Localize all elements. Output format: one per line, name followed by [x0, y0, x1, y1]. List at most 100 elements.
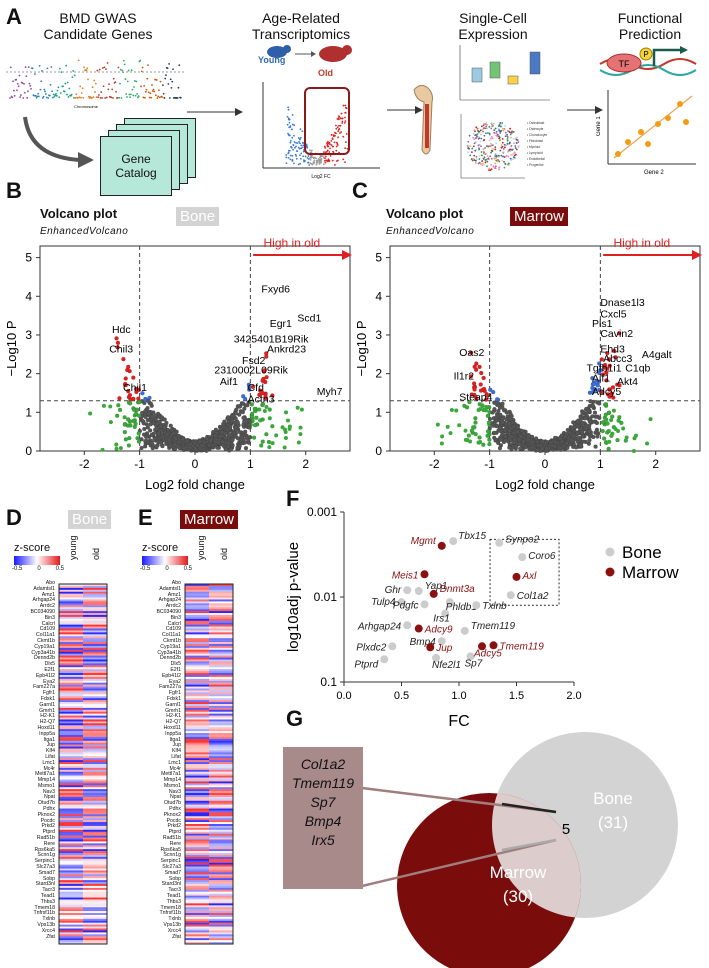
scatter-gene-label: Bmp4 — [410, 637, 437, 648]
mini-volcano-dot — [295, 155, 298, 157]
manhattan-dot — [63, 90, 66, 93]
scatter-point-marrow — [437, 541, 446, 550]
umap-dot — [487, 132, 489, 134]
volcano-point — [600, 420, 606, 425]
manhattan-dot — [107, 88, 110, 91]
heatmap-cell-young — [185, 841, 209, 844]
heatmap-cell-old — [209, 611, 233, 614]
heatmap-cell-old — [209, 849, 233, 852]
heatmap-gene-label: Stard3nl — [161, 881, 181, 888]
mini-volcano-dot — [322, 163, 325, 166]
heatmap-gene-label: Pdhx — [43, 806, 55, 813]
mini-volcano-dot — [293, 134, 295, 137]
volcano-point — [529, 434, 535, 440]
gene-label: Ankrd23 — [267, 343, 306, 355]
heatmap-cell-young — [185, 665, 209, 668]
heatmap-cell-young — [185, 907, 209, 910]
umap-dot — [484, 161, 487, 164]
volcano-point — [197, 439, 202, 444]
volcano-point — [171, 430, 176, 436]
y-tick-label: 4 — [375, 289, 382, 303]
heatmap-cell-old — [209, 734, 233, 738]
heatmap-cell-young — [59, 771, 83, 774]
heatmap-gene-label: E2f1 — [44, 666, 55, 673]
heatmap-gene-label: Scnn1g — [37, 852, 55, 859]
heatmap-cell-young — [59, 671, 83, 674]
heatmap-cell-old — [83, 642, 107, 645]
heatmap-cell-young — [185, 750, 209, 753]
heatmap-cell-young — [59, 659, 83, 662]
heatmap-cell-young — [185, 878, 209, 881]
heatmap-cell-old — [83, 866, 107, 869]
volcano-point — [484, 393, 489, 398]
heatmap-gene-label: Slc27a3 — [36, 864, 55, 871]
heatmap-gene-label: Calcrl — [41, 620, 55, 627]
umap-dot — [480, 151, 483, 153]
heatmap-cell-old — [83, 853, 107, 856]
volcano-point — [594, 420, 600, 426]
scatter-gene-label: Tmem119 — [500, 641, 545, 652]
heatmap-cell-young — [59, 702, 83, 705]
volcano-point — [521, 439, 526, 444]
mini-volcano-dot — [318, 163, 321, 165]
heatmap-cell-old — [209, 936, 233, 939]
heatmap-cell-young — [185, 752, 209, 755]
volcano-point — [611, 408, 616, 413]
manhattan-dot — [105, 68, 107, 71]
gene-label: Fsd2 — [242, 355, 266, 367]
heatmap-cell-old — [209, 882, 233, 885]
umap-dot — [468, 147, 470, 150]
volcano-point — [260, 402, 266, 407]
volcano-point — [480, 403, 485, 408]
heatmap-gene-label: Amz1 — [167, 591, 181, 598]
manhattan-dot — [112, 97, 114, 99]
heatmap-gene-label: Mc4r — [169, 765, 181, 772]
heatmap-cell-young — [59, 597, 83, 600]
mini-volcano-dot — [341, 117, 344, 120]
heatmap-cell-young — [185, 911, 209, 914]
scatter-point-bone — [414, 587, 423, 596]
heatmap-cell-young — [185, 816, 209, 819]
heatmap-cell-young — [185, 587, 209, 591]
manhattan-dot — [82, 96, 85, 99]
gene-label: Fxyd6 — [261, 283, 290, 295]
heatmap-cell-young — [185, 884, 209, 887]
umap-dot — [510, 145, 513, 147]
heatmap-cell-old — [83, 661, 107, 664]
heatmap-cell-young — [59, 833, 83, 836]
volcano-ylabel: −Log10 P — [354, 320, 369, 376]
heatmap-cell-old — [209, 603, 233, 606]
heatmap-gene-label: Fdxk1 — [40, 695, 55, 702]
volcano-point — [142, 444, 148, 449]
heatmap-cell-old — [83, 765, 107, 769]
manhattan-dot — [40, 80, 43, 83]
heatmap-gene-label: Hoxd11 — [163, 724, 182, 731]
heatmap-cell-young — [185, 760, 209, 763]
umap-dot — [483, 127, 485, 130]
heatmap-cell-old — [209, 926, 233, 929]
manhattan-dot — [57, 86, 60, 89]
gene-label: Abcc3 — [603, 353, 632, 365]
heatmap-cell-old — [209, 806, 233, 809]
heatmap-cell-old — [83, 893, 107, 896]
heatmap-cell-old — [209, 647, 233, 651]
heatmap-cell-young — [59, 856, 83, 860]
heatmap-cell-old — [209, 713, 233, 716]
heatmap-cell-young — [59, 680, 83, 683]
heatmap-cell-old — [209, 760, 233, 763]
heatmap-cell-old — [83, 814, 107, 817]
umap-dot — [512, 130, 515, 133]
heatmap-cell-old — [83, 709, 107, 712]
x-tick-label: 0 — [542, 457, 549, 471]
volcano-point — [518, 446, 523, 451]
heatmap-gene-label: Serpinc1 — [160, 858, 181, 865]
umap-dot — [468, 145, 470, 148]
heatmap-gene-label: H2-K1 — [166, 713, 181, 720]
y-tick-label: 4 — [25, 289, 32, 303]
heatmap-gene-label: Lmc1 — [168, 759, 181, 766]
umap-dot — [494, 155, 497, 157]
scatter-point-bone — [445, 598, 454, 607]
heatmap-cell-old — [209, 597, 233, 600]
heatmap-cell-young — [59, 715, 83, 718]
heatmap-cell-young — [185, 657, 209, 660]
